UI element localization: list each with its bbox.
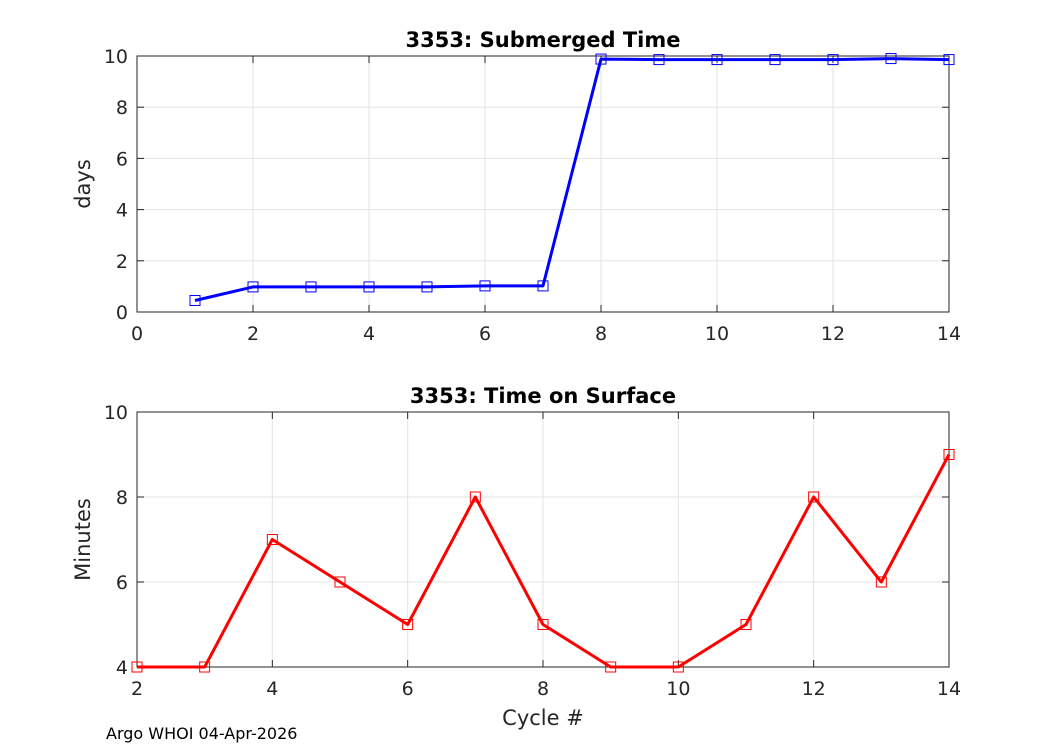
chart1-data-point: [653, 54, 665, 66]
chart1-y-axis-label: days: [71, 159, 95, 209]
chart1-data-point: [885, 53, 897, 65]
chart2-x-tick-label: 14: [937, 678, 961, 700]
chart1-data-point: [595, 53, 607, 65]
chart1-x-tick-label: 10: [705, 323, 729, 345]
chart1-y-tick-label: 10: [104, 46, 128, 68]
chart1-data-point: [479, 280, 491, 292]
chart2-x-tick-label: 12: [802, 678, 826, 700]
chart2-x-tick-label: 4: [266, 678, 278, 700]
chart2-data-point: [672, 661, 684, 673]
chart2-data-point: [266, 534, 278, 545]
chart2-data-point: [875, 576, 887, 588]
chart2-x-tick-label: 8: [537, 678, 549, 700]
chart2-y-tick-label: 10: [104, 402, 128, 424]
chart1-plot-area: [137, 56, 949, 312]
chart1-x-tick-label: 2: [247, 323, 259, 345]
chart2-y-axis-label: Minutes: [71, 498, 95, 581]
chart2-data-point: [537, 619, 549, 630]
chart2-title: 3353: Time on Surface: [410, 384, 676, 408]
chart1-data-point: [189, 294, 201, 306]
chart2-data-point: [469, 491, 481, 503]
chart2-data-point: [808, 491, 820, 503]
chart2-x-tick-label: 2: [131, 678, 143, 700]
chart2-y-tick-label: 4: [116, 657, 128, 679]
chart2-data-point: [740, 619, 752, 630]
chart1-data-point: [769, 54, 781, 66]
chart2-x-tick-label: 6: [402, 678, 414, 700]
footer-credit: Argo WHOI 04-Apr-2026: [106, 724, 298, 743]
chart1-data-point: [943, 54, 955, 66]
chart1-y-tick-label: 4: [116, 200, 128, 222]
chart1-axes-box: [136, 55, 950, 313]
chart1-y-tick-label: 8: [116, 97, 128, 119]
chart1-y-tick-label: 6: [116, 148, 128, 170]
chart1-data-point: [421, 281, 433, 293]
chart1-data-point: [247, 281, 259, 293]
chart1-panel: 0 2 4 6 8 10 12 14 0 2 4 6 8 10 3353: Submerged Time da…: [71, 28, 961, 345]
chart2-data-point: [199, 661, 211, 673]
chart2-y-tick-label: 6: [116, 572, 128, 594]
chart1-x-tick-label: 0: [131, 323, 143, 345]
chart2-series-line: [137, 453, 951, 669]
chart1-data-point: [537, 280, 549, 292]
chart1-x-tick-label: 14: [937, 323, 961, 345]
chart1-data-point: [827, 54, 839, 66]
chart2-data-point: [943, 449, 955, 460]
chart1-data-point: [363, 281, 375, 293]
chart1-y-tick-label: 2: [116, 251, 128, 273]
chart1-y-tick-label: 0: [116, 302, 128, 324]
chart2-data-point: [334, 576, 346, 588]
chart1-x-tick-label: 12: [821, 323, 845, 345]
chart2-data-point: [605, 661, 617, 673]
chart2-y-tick-label: 8: [116, 487, 128, 509]
chart1-data-point: [305, 281, 317, 293]
chart1-x-tick-label: 6: [479, 323, 491, 345]
chart1-series-line: [194, 57, 950, 302]
chart2-data-point: [131, 661, 143, 673]
chart1-data-point: [711, 54, 723, 66]
chart2-x-tick-label: 10: [666, 678, 690, 700]
chart2-data-point: [402, 619, 414, 630]
chart1-title: 3353: Submerged Time: [405, 28, 680, 52]
chart1-x-tick-label: 4: [363, 323, 375, 345]
chart1-x-tick-label: 8: [595, 323, 607, 345]
chart2-x-axis-label: Cycle #: [502, 706, 584, 730]
